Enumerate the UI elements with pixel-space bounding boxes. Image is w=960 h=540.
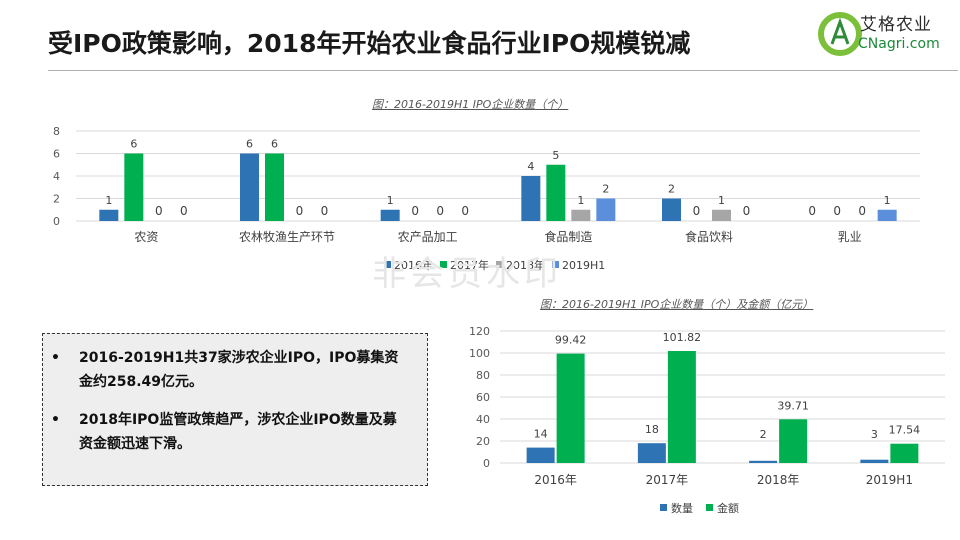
bar [712,209,731,221]
bar [99,209,119,221]
chart2-title: 图：2016-2019H1 IPO企业数量（个）及金额（亿元） [540,298,814,311]
bar [596,198,616,221]
y-tick-label: 6 [53,148,60,161]
legend-label: 2016年 [394,258,433,272]
bar [877,209,897,221]
legend-swatch [496,261,503,268]
legend-swatch [384,261,391,268]
data-label: 99.42 [555,334,587,347]
ipo-count-amount-chart: 0 20 40 60 80 100 120 2016年 14 99.42 2017年 18 101.82… [469,325,945,515]
y-tick-label: 4 [53,170,60,183]
data-label: 4 [527,160,534,173]
x-category-label: 农林牧渔生产环节 [239,230,335,244]
legend-label: 金额 [717,501,739,515]
x-category-label: 2016年 [534,473,577,487]
x-category-label: 食品饮料 [685,229,733,244]
legend-swatch [660,504,667,511]
legend-swatch [552,261,559,268]
x-category-label: 乳业 [838,230,862,244]
bar [662,198,681,221]
y-tick-label: 20 [476,435,490,448]
legend-label: 2017年 [450,258,489,272]
bar [265,153,284,221]
data-label: 18 [645,423,659,436]
bar [571,209,591,221]
data-label: 1 [387,194,394,207]
x-category-label: 农产品加工 [398,230,458,244]
data-label: 101.82 [663,331,702,344]
bar [546,164,566,221]
x-category-label: 2018年 [757,473,800,487]
watermark: 非会员水印 [372,254,562,294]
y-tick-label: 0 [53,215,60,228]
y-tick-label: 120 [469,325,490,338]
bar [526,447,555,463]
bar [667,350,696,463]
data-label: 5 [552,149,559,162]
data-label: 6 [271,138,278,151]
title-divider [48,70,958,71]
data-label: 0 [743,204,751,218]
data-label: 0 [155,204,163,218]
data-label: 1 [718,194,725,207]
data-label: 0 [321,204,329,218]
x-category-label: 2017年 [646,473,689,487]
data-label: 2 [760,428,767,441]
y-tick-label: 0 [483,457,490,470]
data-label: 2 [668,183,675,196]
data-label: 0 [180,204,188,218]
legend-swatch [440,261,447,268]
y-tick-label: 80 [476,369,490,382]
data-label: 17.54 [889,424,921,437]
data-label: 0 [436,204,444,218]
data-label: 0 [461,204,469,218]
bar [749,460,778,463]
bar [124,153,144,221]
logo-name-en: CNagri.com [858,36,940,52]
y-tick-label: 100 [469,347,490,360]
data-label: 0 [833,204,841,218]
data-label: 3 [871,428,878,441]
legend-swatch [706,504,713,511]
data-label: 0 [296,204,304,218]
cnagri-logo [818,12,862,56]
logo-name-cn: 艾格农业 [860,15,932,35]
bar [637,443,666,463]
bar [556,353,585,463]
data-label: 6 [246,138,253,151]
chart1-title: 图：2016-2019H1 IPO企业数量（个） [372,98,569,111]
summary-box: • 2016-2019H1共37家涉农企业IPO，IPO募集资金约258.49亿元… [42,333,428,486]
x-category-label: 农资 [134,230,158,244]
y-tick-label: 60 [476,391,490,404]
data-label: 1 [105,194,112,207]
data-label: 0 [411,204,419,218]
page-title: 受IPO政策影响，2018年开始农业食品行业IPO规模锐减 [48,29,691,58]
summary-bullet: • 2018年IPO监管政策趋严，涉农企业IPO数量及募资金额迅速下滑。 [51,412,397,452]
bar [890,443,919,463]
data-label: 39.71 [777,399,809,412]
legend-label: 数量 [671,502,693,515]
legend-label: 2019H1 [562,259,605,272]
bar [380,209,400,221]
x-category-label: 2019H1 [866,473,913,487]
legend-label: 2018年 [506,258,545,272]
data-label: 1 [884,194,891,207]
x-category-label: 食品制造 [544,229,592,244]
data-label: 14 [534,428,548,441]
bar [779,419,808,463]
data-label: 6 [130,138,137,151]
y-tick-label: 40 [476,413,490,426]
y-tick-label: 2 [53,193,60,206]
data-label: 0 [693,204,701,218]
data-label: 2 [602,183,609,196]
data-label: 0 [858,204,866,218]
bar [521,176,541,221]
y-tick-label: 8 [53,125,60,138]
bar [240,153,259,221]
summary-bullet: • 2016-2019H1共37家涉农企业IPO，IPO募集资金约258.49亿元… [51,350,399,390]
bar [860,459,889,463]
data-label: 0 [808,204,816,218]
data-label: 1 [577,194,584,207]
